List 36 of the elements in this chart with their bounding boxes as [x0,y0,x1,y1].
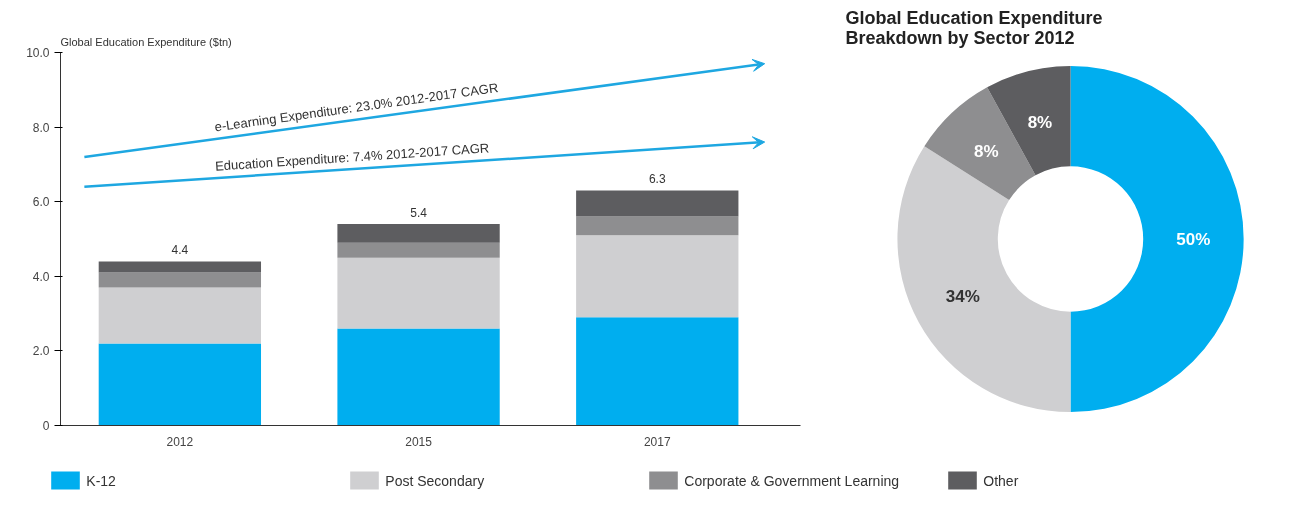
bar [576,190,739,217]
legend-label: Post Secondary [385,472,485,489]
bar [98,343,262,426]
data-label: 8% [1027,112,1053,132]
chart-title: Global Education Expenditure Breakdown by Sector 2012 [845,7,1103,48]
annotation: Education Expenditure: 7.4% 2012-2017 CAGR [214,140,490,174]
total-label: 4.4 [171,242,189,257]
bar [98,272,262,288]
bar [337,328,500,426]
x-tick-label: 2012 [166,434,194,449]
bar [576,317,739,426]
data-label: 50% [1176,229,1211,249]
total-label: 6.3 [648,172,666,187]
data-label: 34% [945,287,980,307]
legend-label: Corporate & Government Learning [684,472,900,489]
x-tick-label: 2017 [643,434,671,449]
y-tick-label: 0 [42,419,50,433]
data-label: 8% [974,141,999,161]
bar [337,257,500,329]
y-tick-label: 4.0 [32,269,50,284]
bar [576,235,739,318]
legend-label: K-12 [86,472,117,489]
bar [337,242,500,258]
annotation: e-Learning Expenditure: 23.0% 2012-2017 CAGR [213,80,500,135]
total-label: 5.4 [410,205,428,220]
bar [98,261,262,273]
bar [98,287,262,344]
y-tick-label: 2.0 [32,344,50,359]
bar [576,216,739,236]
bar [337,224,500,243]
y-tick-label: 6.0 [32,195,50,210]
y-tick-label: 8.0 [32,120,50,135]
x-tick-label: 2015 [405,434,433,449]
y-tick-label: 10.0 [26,46,50,60]
legend-label: Other [983,472,1019,489]
y-axis-title: Global Education Expenditure ($tn) [60,35,232,48]
